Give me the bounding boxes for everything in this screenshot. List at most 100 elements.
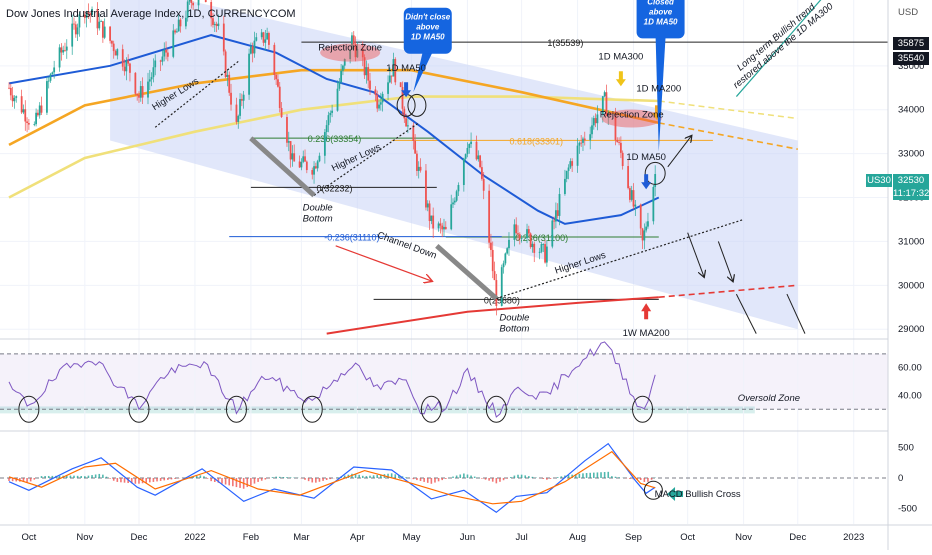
macd-histogram-bar [438,478,440,481]
macd-histogram-bar [413,478,415,479]
candle-body [479,155,481,167]
candle-body [142,86,144,97]
macd-histogram-bar [156,478,158,481]
macd-histogram-bar [416,478,418,480]
macd-histogram-bar [228,478,230,485]
x-tick-label: Oct [21,532,36,543]
text-oversold: Oversold Zone [738,393,800,404]
macd-histogram-bar [326,478,328,480]
candle-body [53,67,55,72]
macd-histogram-bar [279,477,281,478]
candle-body [438,223,440,228]
macd-histogram-bar [171,478,173,479]
candle-body [275,75,277,79]
candle-body [109,27,111,41]
macd-histogram-bar [88,476,90,478]
macd-histogram-bar [644,478,646,482]
candle-body [452,202,454,204]
candle-body [37,113,39,115]
candle-body [564,179,566,194]
price-tag-35875: 35875 [893,37,929,50]
candle-body [35,113,37,124]
candle-body [14,98,16,101]
x-tick-label: Oct [680,532,695,543]
candle-body [290,141,292,159]
x-tick-label: Apr [350,532,365,543]
macd-histogram-bar [514,476,516,478]
macd-histogram-bar [84,476,86,478]
macd-histogram-bar [557,477,559,478]
macd-histogram-bar [203,476,205,478]
macd-histogram-bar [467,475,469,478]
candle-body [227,75,229,77]
macd-histogram-bar [239,478,241,488]
candle-body [532,244,534,247]
ma50-arrow-1-shaft [404,82,408,91]
y-tick-label: 29000 [898,324,924,335]
candle-body [418,167,420,171]
text-double-bottom-1: Double [303,203,333,214]
macd-histogram-bar [589,473,591,478]
candle-body [311,170,313,175]
candle-body [577,146,579,166]
candle-body [642,228,644,240]
candle-body [104,27,106,38]
macd-histogram-bar [618,477,620,478]
candle-body [634,205,636,207]
candle-body [454,201,456,203]
candle-body [387,82,389,94]
macd-histogram-bar [236,478,238,487]
candle-body [544,244,546,262]
candle-body [154,61,156,68]
macd-histogram-bar [593,473,595,478]
candle-body [138,95,140,98]
candle-body [293,153,295,161]
price-tag-countdown: 11:17:32 [893,187,929,200]
candle-body [306,162,308,170]
candle-body [427,203,429,207]
macd-histogram-bar [163,478,165,480]
candle-body [494,271,496,280]
macd-histogram-bar [532,477,534,478]
candle-body [569,161,571,167]
macd-histogram-bar [496,478,498,483]
candle-body [127,60,129,63]
macd-histogram-bar [261,478,263,481]
candle-body [629,188,631,200]
candle-body [165,50,167,53]
macd-histogram-bar [98,474,100,478]
macd-histogram-bar [369,476,371,478]
ma50-arrow-2-shaft [644,174,648,183]
candle-body [501,267,503,306]
text-rejection-2: Rejection Zone [600,110,664,121]
macd-histogram-bar [582,473,584,478]
macd-histogram-bar [160,478,162,481]
candle-body [553,221,555,222]
macd-histogram-bar [174,478,176,479]
macd-histogram-bar [109,478,111,479]
candle-body [481,167,483,179]
candle-body [420,167,422,171]
candle-body [237,116,239,122]
ma1w200-arrow-shaft [644,310,648,319]
macd-histogram-bar [611,476,613,478]
macd-histogram-bar [329,478,331,479]
candle-body [176,31,178,32]
candle-body [317,161,319,168]
candle-body [326,125,328,132]
macd-histogram-bar [492,478,494,482]
candle-body [124,67,126,72]
candle-body [315,166,317,168]
macd-histogram-bar [600,472,602,478]
macd-histogram-bar [550,478,552,479]
candle-body [430,216,432,221]
candle-body [503,263,505,267]
candle-body [261,32,263,37]
macd-histogram-bar [311,478,313,482]
macd-histogram-bar [149,478,151,482]
candle-body [445,227,447,229]
candle-body [378,105,380,109]
macd-histogram-bar [257,478,259,482]
candle-body [33,124,35,125]
